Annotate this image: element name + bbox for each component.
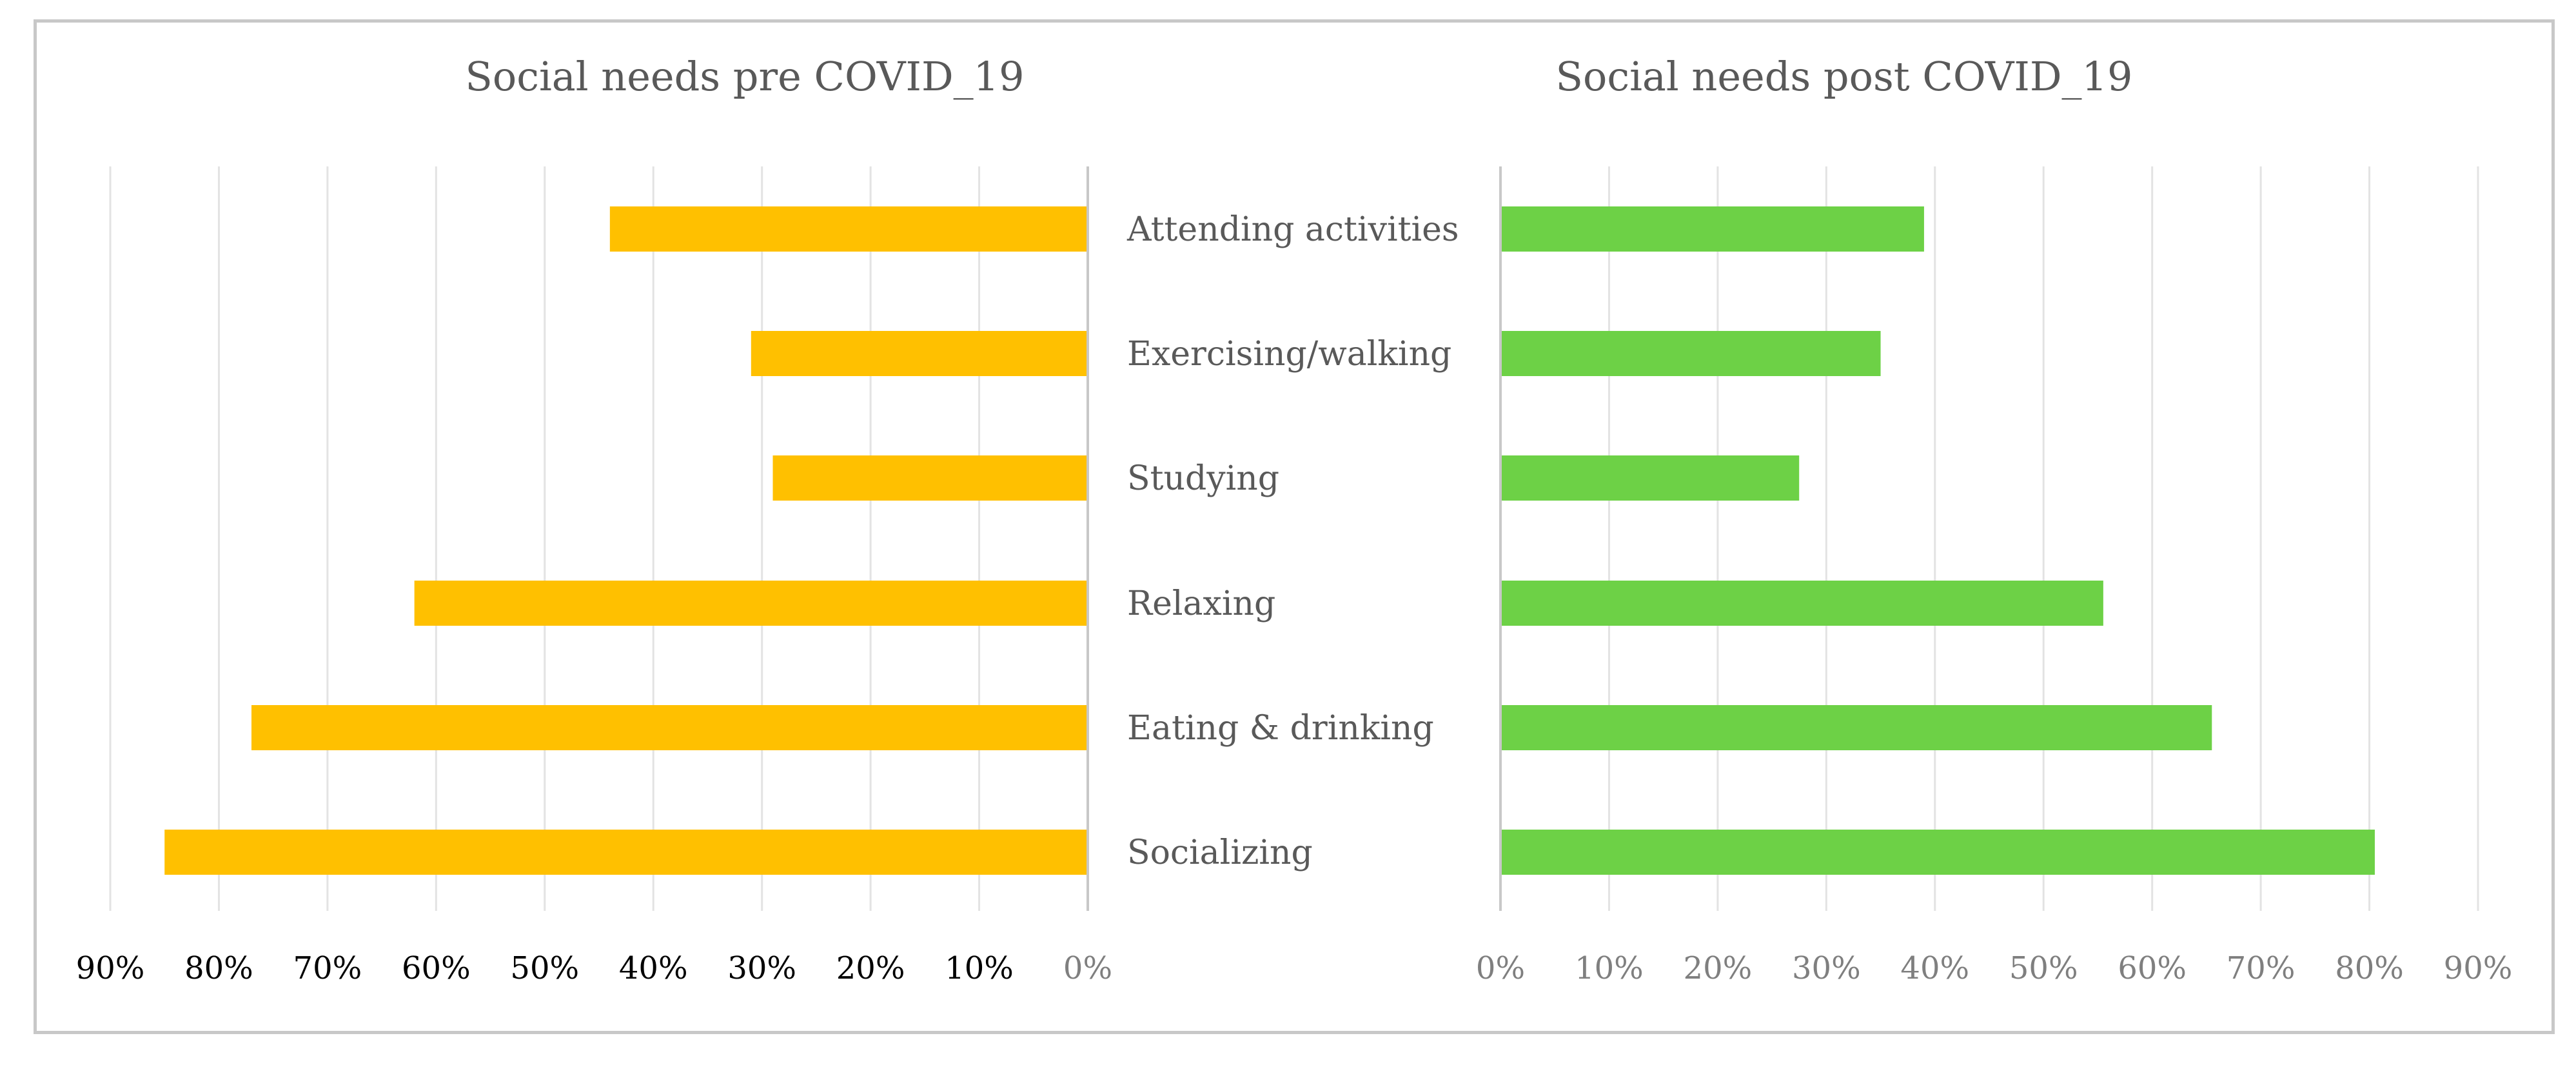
chart-title-pre: Social needs pre COVID_19 [465, 53, 1024, 100]
chart-title-post: Social needs post COVID_19 [1556, 53, 2133, 100]
tick-label-post: 50% [2009, 950, 2078, 986]
tick-label-pre: 70% [293, 950, 362, 986]
tick-label-pre: 0% [1063, 950, 1112, 986]
grid-layer [109, 166, 2479, 911]
tick-label-pre: 30% [727, 950, 796, 986]
bar-pre [414, 581, 1088, 626]
category-label: Relaxing [1127, 584, 1275, 623]
tick-label-pre: 20% [836, 950, 905, 986]
tick-label-post: 10% [1575, 950, 1644, 986]
tick-label-post: 70% [2227, 950, 2296, 986]
bar-post [1500, 581, 2103, 626]
bar-post [1500, 830, 2375, 875]
bar-post [1500, 455, 1800, 501]
bar-post [1500, 206, 1924, 252]
category-label: Exercising/walking [1127, 335, 1451, 374]
category-label: Eating & drinking [1127, 709, 1434, 748]
bar-pre [609, 206, 1088, 252]
tick-label-post: 40% [1900, 950, 1969, 986]
bar-pre [164, 830, 1088, 875]
bar-post [1500, 331, 1881, 376]
bars-layer [164, 206, 2375, 875]
axis-layer [1086, 166, 1502, 911]
tick-label-pre: 50% [510, 950, 579, 986]
tick-label-pre: 60% [402, 950, 471, 986]
category-label: Studying [1127, 459, 1279, 498]
tick-label-pre: 90% [76, 950, 145, 986]
tick-label-pre: 80% [184, 950, 253, 986]
bar-post [1500, 705, 2212, 750]
bar-pre [751, 331, 1088, 376]
tick-label-pre: 40% [619, 950, 688, 986]
tick-label-pre: 10% [945, 950, 1014, 986]
labels-layer: 90% 80% 70% 60% 50% 40% 30% 20% 10% 0% 0% 10% 20% 30%… [76, 210, 2513, 986]
bar-pre [251, 705, 1088, 750]
bar-pre [772, 455, 1088, 501]
tick-label-post: 80% [2335, 950, 2404, 986]
category-label: Attending activities [1126, 210, 1459, 249]
tick-label-post: 0% [1476, 950, 1525, 986]
tick-label-post: 90% [2444, 950, 2513, 986]
tick-label-post: 20% [1684, 950, 1753, 986]
tick-label-post: 30% [1792, 950, 1861, 986]
category-label: Socializing [1127, 833, 1313, 872]
tick-label-post: 60% [2118, 950, 2187, 986]
